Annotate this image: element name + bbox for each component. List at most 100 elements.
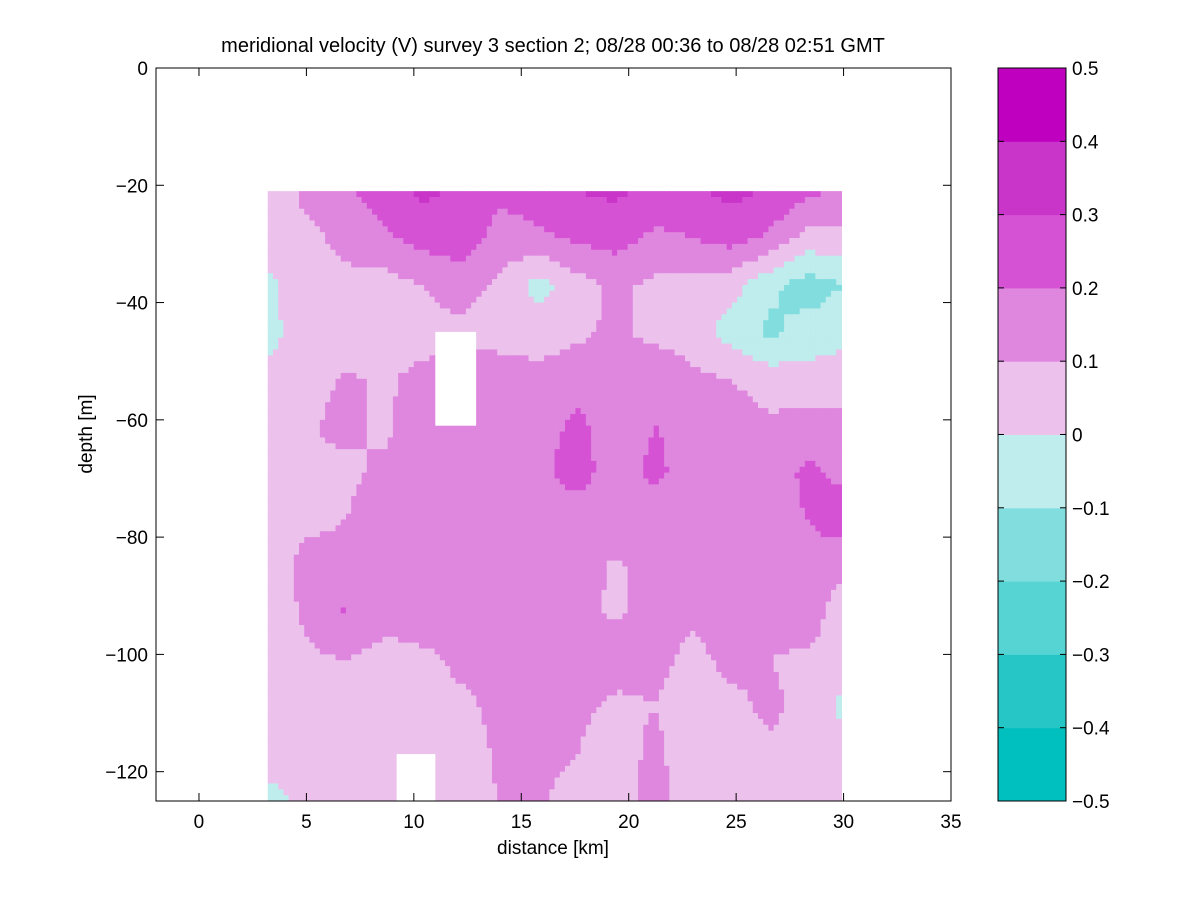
contour-cell (491, 232, 498, 239)
contour-cell (434, 314, 441, 321)
contour-cell (340, 437, 347, 444)
contour-cell (377, 419, 384, 427)
contour-cell (361, 372, 368, 380)
contour-cell (575, 255, 582, 263)
contour-cell (465, 302, 472, 310)
contour-cell (445, 314, 451, 321)
contour-cell (429, 443, 436, 450)
contour-cell (283, 314, 290, 321)
contour-cell (726, 273, 733, 280)
contour-cell (304, 396, 311, 403)
contour-cell (398, 208, 404, 216)
contour-cell (267, 255, 274, 263)
contour-cell (413, 197, 420, 204)
contour-cell (711, 372, 717, 380)
contour-cell (611, 443, 618, 450)
contour-cell (434, 191, 441, 198)
contour-cell (674, 249, 681, 257)
contour-cell (836, 355, 843, 362)
contour-cell (486, 284, 493, 292)
contour-cell (413, 331, 420, 339)
contour-cell (272, 355, 279, 362)
contour-cell (784, 402, 790, 409)
contour-cell (387, 255, 394, 263)
contour-cell (575, 355, 582, 362)
contour-cell (507, 320, 514, 327)
contour-cell (653, 214, 660, 222)
contour-cell (491, 367, 498, 374)
contour-cell (398, 413, 404, 421)
contour-cell (585, 326, 592, 333)
contour-cell (679, 413, 686, 421)
contour-cell (570, 226, 577, 233)
contour-cell (377, 455, 384, 462)
contour-cell (403, 449, 410, 456)
contour-cell (565, 320, 571, 327)
contour-cell (434, 443, 441, 450)
contour-cell (643, 208, 650, 216)
contour-cell (611, 284, 618, 292)
contour-cell (283, 402, 290, 409)
contour-cell (528, 279, 535, 286)
contour-cell (705, 191, 712, 198)
contour-cell (507, 349, 514, 356)
contour-cell (716, 208, 723, 216)
contour-cell (382, 273, 389, 280)
contour-cell (335, 384, 342, 392)
contour-cell (486, 419, 493, 427)
contour-cell (784, 361, 790, 368)
contour-cell (455, 255, 462, 263)
contour-cell (544, 431, 550, 439)
contour-cell (799, 431, 806, 439)
contour-cell (507, 308, 514, 315)
contour-cell (559, 191, 566, 198)
contour-cell (794, 249, 801, 257)
contour-cell (314, 337, 321, 345)
contour-cell (267, 413, 274, 421)
contour-cell (554, 208, 561, 216)
contour-cell (669, 419, 676, 427)
contour-cell (528, 367, 535, 374)
contour-cell (314, 284, 321, 292)
contour-cell (789, 331, 796, 339)
contour-cell (711, 226, 717, 233)
contour-cell (622, 443, 629, 450)
contour-cell (325, 396, 331, 403)
contour-cell (700, 337, 707, 345)
contour-cell (351, 425, 357, 433)
contour-cell (319, 302, 326, 310)
contour-cell (533, 320, 540, 327)
contour-cell (575, 372, 582, 380)
contour-cell (340, 349, 347, 356)
contour-cell (272, 302, 279, 310)
contour-cell (825, 384, 832, 392)
contour-cell (554, 419, 561, 427)
contour-cell (351, 355, 357, 362)
contour-cell (502, 413, 509, 421)
contour-cell (690, 431, 696, 439)
contour-cell (288, 284, 295, 292)
contour-cell (742, 238, 749, 245)
contour-cell (460, 202, 467, 210)
contour-cell (491, 243, 498, 251)
contour-cell (518, 214, 524, 222)
contour-cell (361, 413, 368, 421)
contour-cell (575, 367, 582, 374)
contour-cell (523, 419, 530, 427)
contour-cell (622, 314, 629, 321)
contour-cell (372, 372, 378, 380)
contour-cell (747, 238, 754, 245)
contour-cell (690, 191, 696, 198)
contour-cell (523, 331, 530, 339)
contour-cell (330, 367, 337, 374)
contour-cell (528, 326, 535, 333)
contour-cell (366, 290, 373, 298)
contour-cell (434, 261, 441, 268)
contour-cell (278, 238, 284, 245)
contour-cell (815, 437, 822, 444)
contour-cell (575, 396, 582, 403)
contour-cell (804, 243, 811, 251)
contour-cell (361, 226, 368, 233)
contour-cell (653, 284, 660, 292)
contour-cell (267, 419, 274, 427)
